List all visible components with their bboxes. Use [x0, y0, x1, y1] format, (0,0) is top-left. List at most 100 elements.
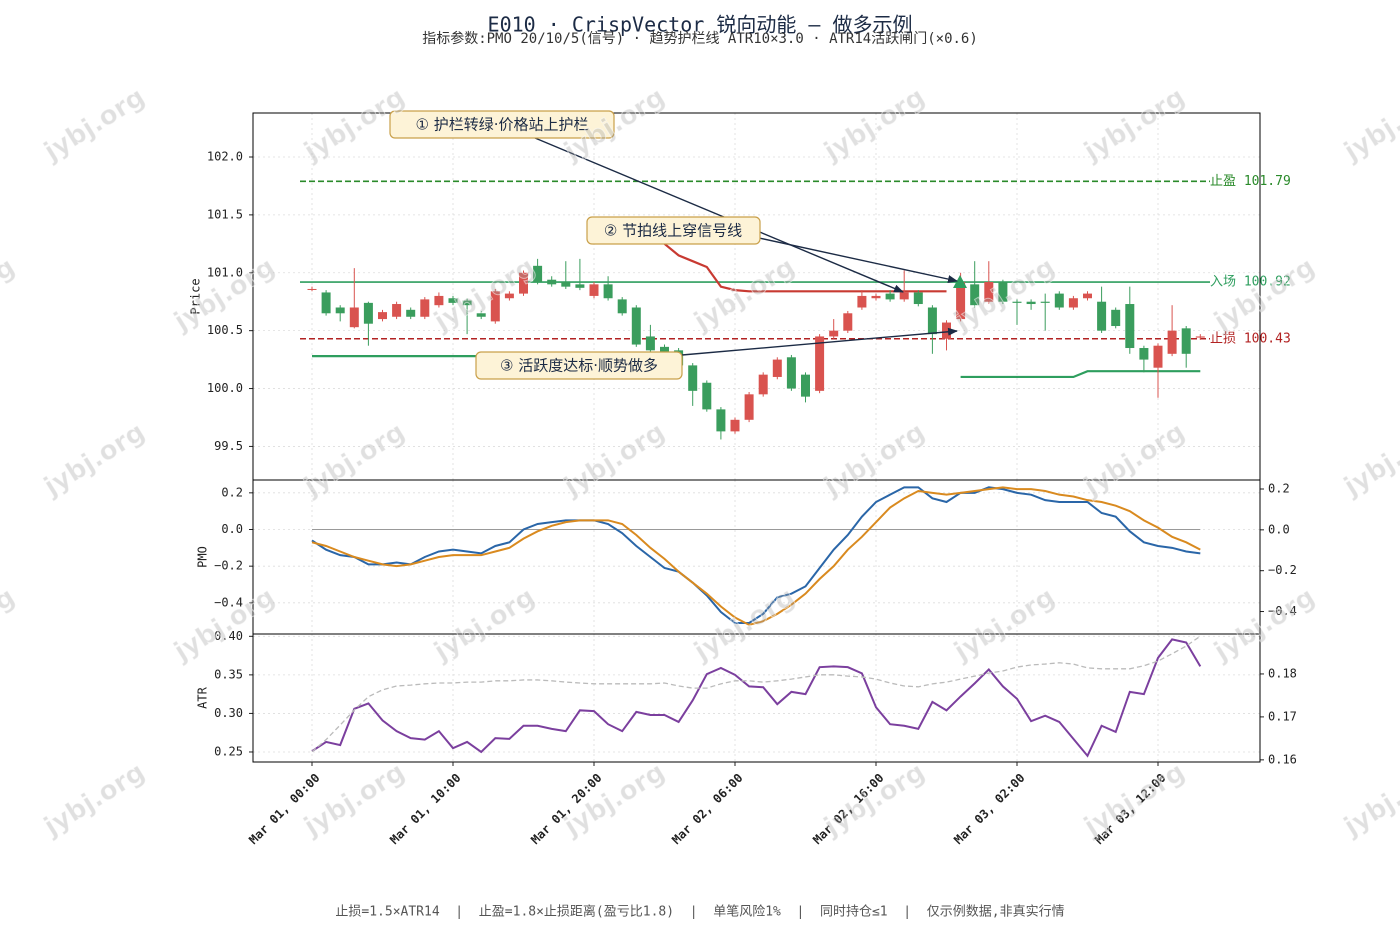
annotation-arrow — [758, 237, 958, 283]
candle-body — [1195, 336, 1205, 338]
y-tick-label: 100.0 — [207, 381, 243, 395]
candle-body — [1083, 293, 1092, 299]
y2-tick-label: 0.2 — [1268, 481, 1290, 495]
candle-body — [1125, 304, 1135, 349]
level-label: 止盈 101.79 — [1210, 174, 1291, 189]
candle-body — [575, 284, 585, 288]
watermark: jybj.org — [38, 82, 150, 168]
y2-tick-label: 0.17 — [1268, 709, 1297, 723]
candle-body — [603, 284, 613, 299]
candle-body — [942, 322, 951, 339]
annotation-box — [475, 351, 683, 380]
candle-body — [772, 359, 782, 377]
watermark-layer: jybj.org jybj.org jybj.org jybj.org jybj.org… — [0, 82, 1400, 844]
watermark: jybj.org — [558, 417, 670, 503]
watermark: jybj.org — [818, 417, 930, 503]
watermark: jybj.org — [298, 417, 410, 503]
candle-body — [899, 292, 909, 300]
candle-body — [617, 299, 627, 314]
candle-body — [434, 295, 444, 306]
guard-line — [312, 355, 1201, 379]
candle-body — [688, 365, 698, 391]
watermark: jybj.org — [818, 757, 930, 843]
candle-body — [730, 419, 740, 432]
watermark: jybj.org — [0, 582, 20, 668]
annotation-arrow — [681, 327, 958, 356]
candle-body — [829, 330, 839, 337]
candle-body — [1153, 345, 1163, 368]
candle-body — [363, 302, 373, 324]
watermark: jybj.org — [818, 82, 930, 168]
candle-body — [716, 409, 726, 432]
annotation-text: ② 节拍线上穿信号线 — [604, 222, 742, 240]
footer-note: 止损=1.5×ATR14 | 止盈=1.8×止损距离(盈亏比1.8) | 单笔风… — [335, 904, 1064, 920]
candle-body — [420, 299, 430, 317]
watermark: jybj.org — [1338, 417, 1400, 503]
candle-body — [702, 382, 712, 410]
y2-tick-label: −0.4 — [1268, 604, 1297, 618]
candle-body — [857, 295, 867, 308]
candle-body — [462, 300, 472, 306]
candle-body — [1012, 301, 1022, 303]
watermark: jybj.org — [38, 757, 150, 843]
chart-title: E010 · CrispVector 锐向动能 — 做多示例 — [488, 13, 913, 37]
candle-body — [956, 282, 966, 320]
candle-body — [321, 292, 331, 314]
entry-marker — [953, 275, 967, 289]
candle-body — [744, 394, 754, 420]
candle-body — [335, 307, 345, 314]
candle-body — [533, 265, 543, 283]
candle-body — [913, 292, 923, 305]
x-tick-label: Mar 02, 06:00 — [669, 771, 745, 847]
watermark: jybj.org — [948, 582, 1060, 668]
candle-body — [645, 336, 655, 351]
annotation-text: ① 护栏转绿·价格站上护栏 — [416, 116, 589, 134]
candle-body — [504, 293, 514, 299]
candle-body — [758, 374, 768, 395]
annotation-text: ③ 活跃度达标·顺势做多 — [500, 357, 658, 375]
candle-body — [786, 357, 796, 389]
candle-body — [561, 282, 571, 287]
y-tick-label: 100.5 — [207, 323, 243, 337]
plot-frame — [252, 633, 1261, 763]
watermark: jybj.org — [1078, 82, 1190, 168]
y-tick-label: 0.2 — [221, 485, 243, 499]
candle-body — [660, 346, 669, 352]
watermark: jybj.org — [1208, 582, 1320, 668]
y-axis-label: ATR — [196, 686, 210, 708]
candle-body — [406, 309, 416, 317]
y-tick-label: 101.0 — [207, 265, 243, 279]
series-line — [311, 638, 1202, 758]
candle-body — [871, 295, 881, 299]
candle-body — [490, 291, 500, 322]
candle-body — [843, 313, 853, 331]
y-tick-label: −0.2 — [214, 559, 243, 573]
candle-body — [885, 293, 895, 300]
y-tick-label: 101.5 — [207, 207, 243, 221]
watermark: jybj.org — [0, 252, 20, 338]
y-axis-label: PMO — [196, 546, 210, 568]
y-tick-label: 99.5 — [214, 439, 243, 453]
candle-body — [998, 282, 1008, 302]
watermark: jybj.org — [1078, 757, 1190, 843]
y2-tick-label: 0.0 — [1268, 522, 1290, 536]
candle-body — [349, 307, 359, 328]
y2-tick-label: −0.2 — [1268, 563, 1297, 577]
y-tick-label: 0.25 — [214, 744, 243, 758]
candle-body — [378, 312, 387, 320]
candle-body — [476, 313, 486, 317]
candle-body — [589, 284, 599, 296]
candle-body — [1054, 293, 1064, 308]
y2-tick-label: 0.16 — [1268, 752, 1297, 766]
candle-body — [1139, 348, 1149, 360]
y-tick-label: 0.35 — [214, 667, 243, 681]
x-tick-label: Mar 03, 02:00 — [951, 771, 1027, 847]
candle-body — [519, 272, 528, 294]
candle-body — [1167, 330, 1177, 354]
candle-body — [1181, 328, 1191, 354]
y-tick-label: 0.0 — [221, 522, 243, 536]
candle-body — [927, 307, 937, 335]
y-tick-label: 0.30 — [214, 706, 243, 720]
y-tick-label: 0.40 — [214, 629, 243, 643]
candle-body — [1111, 309, 1121, 327]
